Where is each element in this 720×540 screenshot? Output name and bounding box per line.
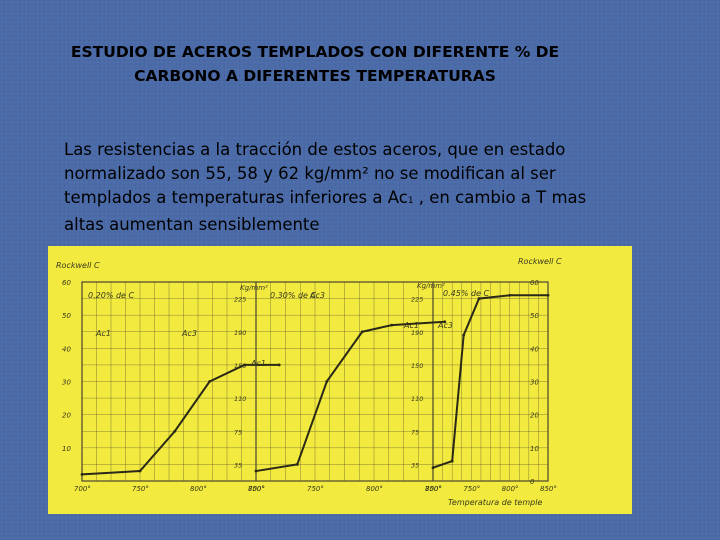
body-line-1: Las resistencias a la tracción de estos …	[64, 140, 566, 159]
ac3-annotation: Ac3	[181, 329, 197, 338]
body-line-3-suffix: , en cambio a T mas	[413, 188, 587, 207]
kg-axis-tick: 35	[234, 461, 242, 469]
x-axis-tick: 850°	[248, 485, 265, 493]
right-axis-tick: 20	[530, 412, 539, 420]
kg-axis-tick: 110	[411, 395, 423, 403]
chart-image: Rockwell C 60 50 40 30 20 10 Rockwell C 60 50 40 30…	[48, 246, 632, 514]
right-axis-tick: 60	[530, 279, 539, 287]
kg-axis-tick: 150	[411, 362, 423, 370]
left-axis-tick: 60	[62, 279, 71, 287]
ac1-annotation: Ac1	[250, 359, 266, 368]
body-line-4: altas aumentan sensiblemente	[64, 215, 320, 234]
body-line-3: templados a temperaturas inferiores a Ac…	[64, 186, 664, 213]
ac1-subscript: 1	[407, 196, 414, 206]
kg-axis-tick: 35	[411, 461, 419, 469]
series-label: 0.20% de C	[88, 291, 135, 300]
kg-axis-tick: 75	[234, 428, 242, 436]
data-point	[546, 293, 550, 297]
ac1-annotation: Ac1	[403, 321, 419, 330]
x-axis-tick: 800°	[190, 485, 207, 493]
data-point	[508, 293, 512, 297]
data-point	[277, 363, 281, 367]
data-point	[450, 459, 454, 463]
kg-axis-tick: 190	[234, 329, 246, 337]
x-axis-tick: 750°	[132, 485, 149, 493]
kg-axis-tick: 225	[411, 296, 423, 304]
data-series-line	[432, 294, 548, 469]
x-axis-tick: 800°	[502, 485, 519, 493]
body-line-3-prefix: templados a temperaturas inferiores a Ac	[64, 188, 408, 207]
x-axis-tick: 700°	[74, 485, 91, 493]
x-axis-tick: 750°	[307, 485, 324, 493]
x-axis-tick: 700°	[248, 485, 265, 493]
x-axis-tick: 700°	[425, 485, 442, 493]
kg-axis-tick: 75	[411, 428, 419, 436]
data-series-line	[81, 363, 280, 476]
kg-axis-label: Kg/mm²	[240, 284, 268, 292]
left-axis-tick: 30	[62, 379, 71, 387]
data-point	[138, 469, 142, 473]
data-point	[80, 472, 84, 476]
left-axis-tick: 40	[62, 345, 71, 353]
data-point	[325, 380, 329, 383]
title-line-2: CARBONO A DIFERENTES TEMPERATURAS	[134, 67, 496, 85]
data-point	[254, 469, 258, 473]
ac3-annotation: Ac3	[309, 291, 325, 300]
x-axis-tick: 800°	[366, 485, 383, 493]
kg-axis-tick: 225	[234, 296, 246, 304]
left-axis-tick: 50	[62, 312, 71, 320]
x-axis-tick: 750°	[463, 485, 480, 493]
left-axis-tick: 10	[62, 445, 71, 453]
series-label: 0.30% de C	[270, 291, 317, 300]
kg-axis-tick: 190	[411, 329, 423, 337]
hardness-chart: Rockwell C 60 50 40 30 20 10 Rockwell C 60 50 40 30…	[56, 257, 562, 507]
data-point	[462, 333, 466, 337]
data-point	[360, 330, 364, 334]
right-axis-tick: 30	[530, 379, 539, 387]
right-axis-tick: 50	[530, 312, 539, 320]
data-point	[208, 380, 212, 383]
kg-axis-label: Kg/mm²	[417, 282, 445, 290]
data-point	[173, 429, 177, 433]
kg-axis-tick: 110	[234, 395, 246, 403]
data-point	[443, 320, 447, 324]
left-axis-tick: 20	[62, 412, 71, 420]
left-axis-label: Rockwell C	[56, 261, 100, 270]
data-point	[390, 323, 394, 327]
title-line-1: ESTUDIO DE ACEROS TEMPLADOS CON DIFERENT…	[70, 43, 560, 61]
x-axis-tick: 850°	[425, 485, 442, 493]
data-point	[477, 297, 481, 300]
data-series-line	[255, 320, 445, 473]
data-point	[295, 463, 299, 466]
x-axis-tick: 850°	[540, 485, 557, 493]
slide-title: ESTUDIO DE ACEROS TEMPLADOS CON DIFERENT…	[0, 40, 630, 88]
right-axis-tick: 40	[530, 345, 539, 353]
series-label: 0.45% de C	[443, 289, 490, 298]
right-axis-tick: 0	[530, 478, 535, 486]
data-point	[243, 363, 246, 367]
body-line-2: normalizado son 55, 58 y 62 kg/mm² no se…	[64, 164, 556, 183]
ac3-annotation: Ac3	[437, 321, 453, 330]
x-axis-label: Temperatura de temple	[448, 498, 542, 507]
right-axis-tick: 10	[530, 445, 539, 453]
ac1-annotation: Ac1	[95, 329, 111, 338]
data-point	[431, 466, 435, 470]
slide-body: Las resistencias a la tracción de estos …	[64, 138, 664, 237]
right-axis-label: Rockwell C	[518, 257, 562, 266]
